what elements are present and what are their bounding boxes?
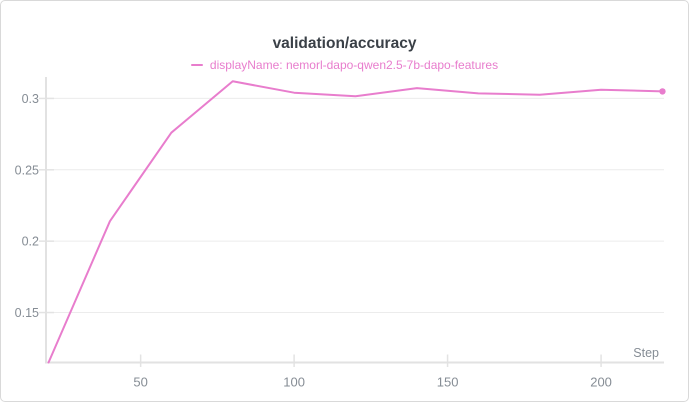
legend-label: displayName: nemorl-dapo-qwen2.5-7b-dapo…: [209, 58, 499, 72]
legend-line-swatch: [190, 63, 203, 67]
chart-title: validation/accuracy: [272, 35, 417, 52]
y-tick-label: 0.3: [22, 92, 39, 106]
chart-legend[interactable]: displayName: nemorl-dapo-qwen2.5-7b-dapo…: [1, 58, 688, 72]
x-tick-label: 50: [133, 375, 147, 390]
x-axis-title: Step: [633, 346, 659, 360]
x-tick-label: 200: [590, 375, 612, 390]
x-tick-label: 150: [437, 375, 459, 390]
y-tick-label: 0.15: [15, 306, 39, 320]
x-tick-label: 100: [283, 375, 305, 390]
series-line[interactable]: [47, 80, 664, 364]
y-tick-label: 0.25: [15, 163, 39, 177]
y-tick-label: 0.2: [22, 235, 39, 249]
end-point-marker[interactable]: [659, 88, 666, 95]
